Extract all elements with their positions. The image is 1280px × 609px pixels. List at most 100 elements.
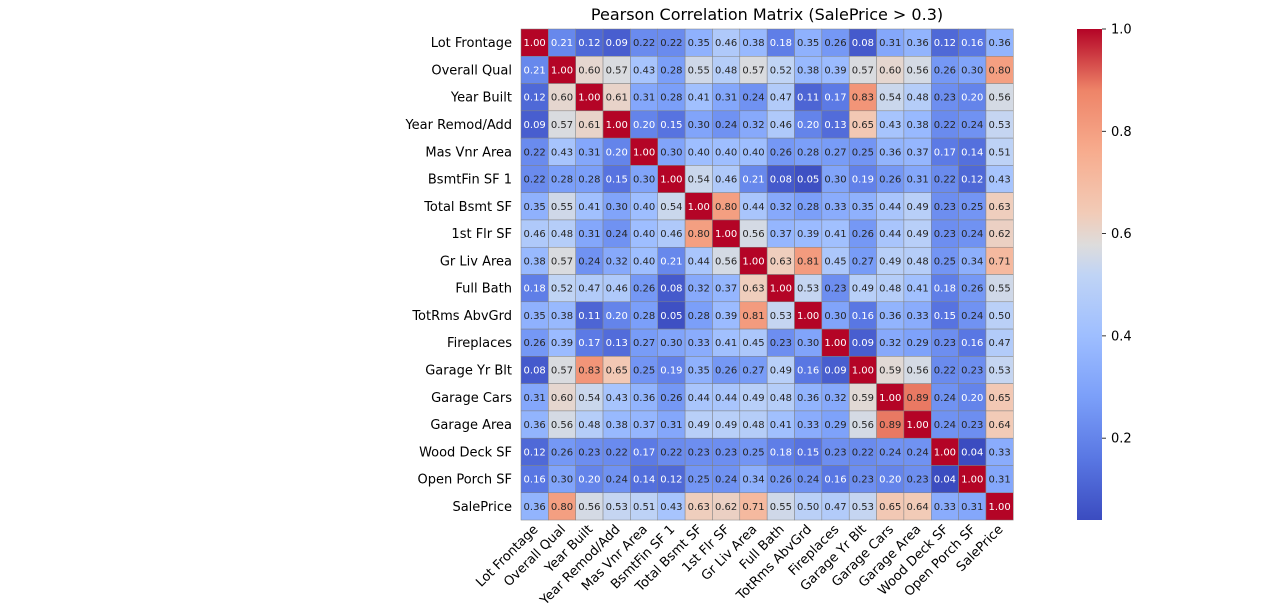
- heatmap-cell-value: 0.40: [633, 202, 655, 213]
- heatmap-cell: [931, 383, 959, 412]
- heatmap-cell-value: 0.18: [934, 284, 956, 295]
- heatmap-cell-value: 1.00: [742, 256, 764, 267]
- heatmap-cell: [848, 274, 877, 303]
- heatmap-cell: [985, 56, 1014, 84]
- heatmap-cell: [903, 437, 932, 466]
- heatmap-cell-value: 0.44: [879, 229, 901, 240]
- heatmap-cell-value: 0.19: [660, 366, 682, 377]
- heatmap-cell-value: 0.38: [797, 65, 819, 76]
- heatmap-cell-value: 0.08: [660, 284, 682, 295]
- heatmap-cell-value: 0.17: [824, 93, 846, 104]
- heatmap-cell-value: 0.54: [879, 93, 901, 104]
- heatmap-cell-value: 0.18: [524, 284, 546, 295]
- heatmap-cell-value: 0.27: [824, 147, 846, 158]
- heatmap-cell: [657, 246, 686, 275]
- row-label: Garage Area: [430, 418, 512, 433]
- heatmap-cell: [739, 492, 768, 521]
- heatmap-cell-value: 0.41: [688, 93, 710, 104]
- heatmap-cell-value: 0.48: [770, 393, 792, 404]
- heatmap-cell: [985, 28, 1014, 57]
- heatmap-cell-value: 0.36: [906, 38, 928, 49]
- heatmap-cell: [903, 383, 932, 412]
- heatmap-cell: [630, 274, 659, 303]
- heatmap-cell-value: 0.19: [852, 175, 874, 186]
- heatmap-cell-value: 0.12: [578, 38, 600, 49]
- heatmap-cell: [630, 492, 659, 521]
- heatmap-cell: [985, 383, 1014, 412]
- heatmap-cell: [876, 28, 905, 57]
- heatmap-cell-value: 0.12: [524, 447, 546, 458]
- heatmap-cell: [903, 137, 932, 166]
- heatmap-cell-value: 0.22: [633, 38, 655, 49]
- heatmap-cell: [848, 219, 877, 248]
- heatmap-cell: [985, 219, 1014, 248]
- heatmap-cell: [848, 165, 877, 193]
- heatmap-cell-value: 1.00: [770, 284, 792, 295]
- heatmap-cell: [876, 410, 905, 439]
- heatmap-cells: [520, 28, 1014, 521]
- row-label: Year Built: [450, 91, 512, 106]
- heatmap-cell: [931, 219, 959, 248]
- heatmap-cell: [766, 28, 795, 57]
- heatmap-cell-value: 0.33: [797, 420, 819, 431]
- heatmap-cell-value: 0.30: [551, 475, 573, 486]
- heatmap-cell-value: 0.39: [715, 311, 737, 322]
- heatmap-cell: [684, 83, 713, 112]
- heatmap-cell-value: 0.23: [906, 475, 928, 486]
- heatmap-cell: [575, 137, 604, 166]
- heatmap-cell-value: 0.31: [715, 93, 737, 104]
- heatmap-cell-value: 0.17: [934, 147, 956, 158]
- heatmap-cell-value: 0.22: [660, 447, 682, 458]
- colorbar-tick-label: 1.0: [1111, 23, 1132, 38]
- heatmap-cell-value: 0.40: [633, 229, 655, 240]
- row-label: SalePrice: [452, 500, 512, 515]
- heatmap-cell: [821, 165, 850, 193]
- heatmap-cell-value: 0.31: [578, 229, 600, 240]
- heatmap-cell: [575, 56, 604, 84]
- heatmap-cell-value: 0.28: [660, 65, 682, 76]
- heatmap-cell-value: 1.00: [934, 447, 956, 458]
- heatmap-cell-value: 1.00: [906, 420, 928, 431]
- heatmap-cell-value: 0.27: [742, 366, 764, 377]
- heatmap-cell-value: 1.00: [988, 502, 1010, 513]
- heatmap-cell-value: 1.00: [879, 393, 901, 404]
- heatmap-cell-value: 0.50: [988, 311, 1010, 322]
- heatmap-cell-value: 0.24: [961, 120, 983, 131]
- heatmap-cell-value: 1.00: [524, 38, 546, 49]
- heatmap-cell-value: 0.22: [852, 447, 874, 458]
- heatmap-cell-value: 0.23: [934, 93, 956, 104]
- heatmap-cell: [931, 492, 959, 521]
- heatmap-cell: [985, 328, 1014, 357]
- heatmap-cell-value: 0.25: [633, 366, 655, 377]
- heatmap-cell-value: 0.59: [852, 393, 874, 404]
- heatmap-cell: [630, 246, 659, 275]
- heatmap-cell-value: 0.62: [988, 229, 1010, 240]
- heatmap-cell-value: 0.40: [715, 147, 737, 158]
- heatmap-cell-value: 0.45: [742, 338, 764, 349]
- heatmap-cell: [794, 274, 823, 303]
- heatmap-cell-value: 0.11: [578, 311, 600, 322]
- heatmap-cell-value: 0.15: [934, 311, 956, 322]
- heatmap-cell: [766, 274, 795, 303]
- heatmap-cell-value: 0.60: [578, 65, 600, 76]
- heatmap-cell: [548, 56, 576, 84]
- heatmap-cell: [739, 356, 768, 384]
- heatmap-cell: [630, 219, 659, 248]
- heatmap-cell-value: 0.48: [906, 256, 928, 267]
- heatmap-cell: [848, 301, 877, 330]
- heatmap-cell-value: 0.53: [770, 311, 792, 322]
- heatmap-cell: [575, 28, 604, 57]
- heatmap-cell-value: 0.26: [879, 175, 901, 186]
- heatmap-cell: [520, 274, 549, 303]
- heatmap-cell-value: 0.25: [688, 475, 710, 486]
- heatmap-cell-value: 0.55: [770, 502, 792, 513]
- heatmap-cell-value: 0.20: [961, 93, 983, 104]
- heatmap-cell-value: 0.48: [906, 93, 928, 104]
- heatmap-cell-value: 0.31: [524, 393, 546, 404]
- heatmap-cell: [985, 274, 1014, 303]
- heatmap-cell-value: 0.36: [879, 311, 901, 322]
- heatmap-cell-value: 0.64: [988, 420, 1010, 431]
- heatmap-cell-value: 0.17: [578, 338, 600, 349]
